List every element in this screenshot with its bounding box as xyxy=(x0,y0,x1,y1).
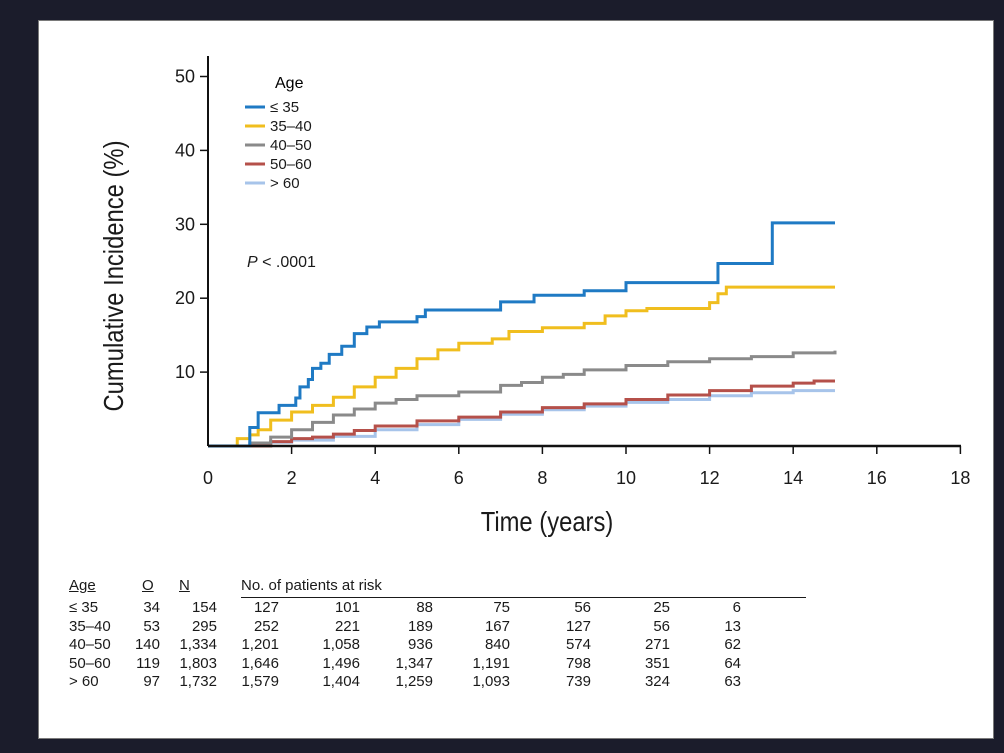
risk-table-row: 40–50 140 1,334 1,201 1,058 936 840 574 271 62 xyxy=(69,636,789,654)
risk-table-header: Age O N No. of patients at risk xyxy=(69,577,789,595)
series-line-2 xyxy=(208,350,837,448)
plot-area xyxy=(208,221,837,448)
risk-row-value: 167 xyxy=(484,617,510,635)
series-line-4 xyxy=(208,389,835,448)
risk-row-value: 351 xyxy=(644,654,670,672)
risk-row-age: > 60 xyxy=(69,673,99,691)
legend-label-4: > 60 xyxy=(270,175,300,192)
figure-panel: 0 2 4 6 8 10 12 14 16 18 10 20 30 40 50 Time (years) … xyxy=(38,20,994,739)
risk-row-value: 1,404 xyxy=(322,673,360,691)
x-tick-label: 12 xyxy=(700,468,720,488)
legend-title: Age xyxy=(275,75,304,92)
y-tick-label: 10 xyxy=(175,362,195,382)
x-tick-label: 6 xyxy=(454,468,464,488)
risk-row-value: 1,646 xyxy=(241,654,279,672)
header-at-risk: No. of patients at risk xyxy=(241,577,382,594)
risk-table-row: > 60 97 1,732 1,579 1,404 1,259 1,093 739 324 63 xyxy=(69,673,789,691)
risk-row-value: 88 xyxy=(416,599,433,616)
risk-row-value: 63 xyxy=(724,673,741,691)
series-line-0 xyxy=(208,221,835,448)
risk-row-value: 936 xyxy=(407,636,433,654)
y-axis-label: Cumulative Incidence (%) xyxy=(97,140,129,411)
header-age: Age xyxy=(69,577,96,594)
risk-row-value: 1,191 xyxy=(472,654,510,672)
risk-row-value: 64 xyxy=(724,654,741,672)
y-ticks: 10 20 30 40 50 xyxy=(175,67,208,382)
risk-row-value: 574 xyxy=(565,636,591,654)
y-tick-label: 20 xyxy=(175,288,195,308)
risk-row-value: 25 xyxy=(653,599,670,616)
y-tick-label: 40 xyxy=(175,140,195,160)
risk-row-value: 1,334 xyxy=(179,636,217,654)
risk-row-value: 140 xyxy=(134,636,160,654)
risk-row-age: 50–60 xyxy=(69,654,111,672)
p-value-text: < .0001 xyxy=(258,254,316,271)
p-value-annotation: P < .0001 xyxy=(247,254,316,271)
risk-row-value: 1,201 xyxy=(241,636,279,654)
x-tick-label: 0 xyxy=(203,468,213,488)
header-o: O xyxy=(142,577,154,594)
risk-row-value: 324 xyxy=(644,673,670,691)
legend-label-3: 50–60 xyxy=(270,156,312,173)
x-axis-label: Time (years) xyxy=(481,505,614,537)
risk-row-age: 40–50 xyxy=(69,636,111,654)
risk-table-row: ≤ 35 34 154 127 101 88 75 56 25 6 xyxy=(69,599,789,617)
risk-row-value: 798 xyxy=(565,654,591,672)
risk-row-value: 1,259 xyxy=(395,673,433,691)
risk-row-value: 1,058 xyxy=(322,636,360,654)
risk-row-value: 252 xyxy=(253,617,279,635)
risk-row-value: 739 xyxy=(565,673,591,691)
risk-row-age: 35–40 xyxy=(69,617,111,635)
risk-row-value: 101 xyxy=(334,599,360,616)
series-line-3 xyxy=(208,379,835,448)
risk-row-value: 295 xyxy=(191,617,217,635)
risk-row-value: 127 xyxy=(253,599,279,616)
legend-label-2: 40–50 xyxy=(270,137,312,154)
risk-row-value: 1,093 xyxy=(472,673,510,691)
x-tick-label: 16 xyxy=(867,468,887,488)
header-at-risk-rule xyxy=(241,597,806,598)
series-line-1 xyxy=(208,285,835,448)
x-tick-label: 8 xyxy=(537,468,547,488)
risk-row-value: 1,579 xyxy=(241,673,279,691)
risk-table-row: 50–60 119 1,803 1,646 1,496 1,347 1,191 798 351 6… xyxy=(69,655,789,673)
risk-row-value: 1,347 xyxy=(395,654,433,672)
risk-row-value: 119 xyxy=(136,654,160,672)
risk-row-value: 127 xyxy=(565,617,591,635)
risk-row-value: 62 xyxy=(724,636,741,654)
risk-row-value: 75 xyxy=(493,599,510,616)
risk-row-age: ≤ 35 xyxy=(69,599,99,616)
risk-row-value: 13 xyxy=(724,617,741,635)
risk-row-value: 1,732 xyxy=(179,673,217,691)
x-tick-label: 18 xyxy=(950,468,970,488)
risk-row-value: 840 xyxy=(484,636,510,654)
x-ticks: 0 2 4 6 8 10 12 14 16 18 xyxy=(203,446,970,488)
legend-label-0: ≤ 35 xyxy=(270,99,299,116)
legend-label-1: 35–40 xyxy=(270,118,312,135)
risk-row-value: 56 xyxy=(574,599,591,616)
risk-row-value: 56 xyxy=(653,617,670,635)
risk-row-value: 1,803 xyxy=(179,654,217,672)
axes xyxy=(207,56,961,448)
x-tick-label: 2 xyxy=(287,468,297,488)
risk-row-value: 221 xyxy=(334,617,360,635)
x-tick-label: 10 xyxy=(616,468,636,488)
risk-row-value: 271 xyxy=(644,636,670,654)
risk-row-value: 53 xyxy=(143,617,160,635)
risk-row-value: 1,496 xyxy=(322,654,360,672)
risk-table-row: 35–40 53 295 252 221 189 167 127 56 13 xyxy=(69,618,789,636)
risk-row-value: 97 xyxy=(143,673,160,691)
y-tick-label: 30 xyxy=(175,214,195,234)
risk-row-value: 189 xyxy=(407,617,433,635)
x-tick-label: 4 xyxy=(370,468,380,488)
risk-row-value: 34 xyxy=(143,599,160,616)
p-value-italic: P xyxy=(247,254,258,271)
header-n: N xyxy=(179,577,190,594)
risk-row-value: 154 xyxy=(191,599,217,616)
x-tick-label: 14 xyxy=(783,468,803,488)
risk-row-value: 6 xyxy=(732,599,741,616)
legend: Age ≤ 35 35–40 40–50 50–60 > 60 xyxy=(245,75,312,192)
y-tick-label: 50 xyxy=(175,67,195,87)
